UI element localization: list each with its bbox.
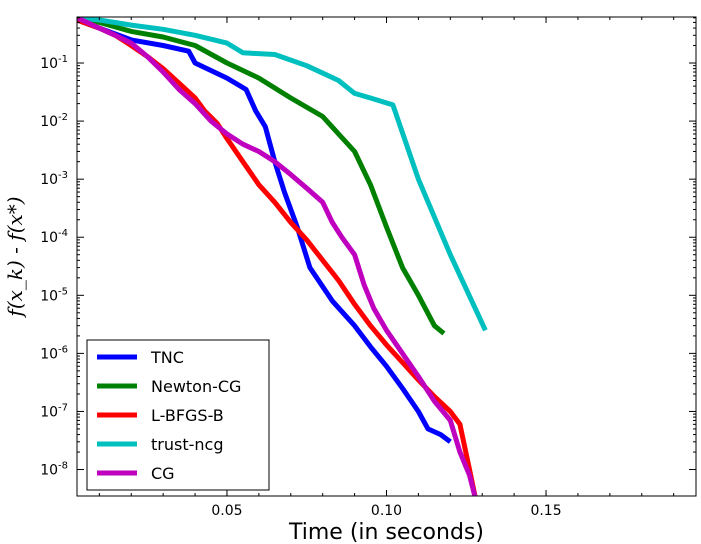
series-line-newton-cg	[77, 17, 446, 336]
y-tick-label: 10-7	[40, 402, 68, 420]
x-tick-label: 0.05	[211, 503, 242, 519]
x-tick-label: 0.15	[530, 503, 561, 519]
x-axis-label: Time (in seconds)	[288, 520, 484, 544]
y-tick-labels: 10-8 10-7 10-6 10-5 10-4 10-3 10-2 10-1	[40, 54, 68, 479]
legend-label: TNC	[150, 348, 184, 367]
x-tick-label: 0.10	[371, 503, 402, 519]
y-axis-label: f(x_k) - f(x*)	[3, 196, 27, 318]
y-tick-label: 10-8	[40, 461, 68, 479]
y-tick-label: 10-6	[40, 344, 68, 362]
legend: TNC Newton-CG L-BFGS-B trust-ncg CG	[86, 339, 270, 491]
legend-label: trust-ncg	[151, 435, 223, 454]
y-tick-label: 10-2	[40, 112, 68, 130]
legend-label: CG	[151, 464, 175, 483]
plot-frame	[76, 16, 697, 497]
series-layer	[77, 17, 488, 496]
y-tick-label: 10-5	[40, 286, 68, 304]
series-line-tnc	[77, 17, 452, 444]
x-tick-labels: 0.05 0.10 0.15	[211, 503, 561, 519]
legend-label: L-BFGS-B	[151, 406, 224, 425]
legend-label: Newton-CG	[151, 377, 241, 396]
y-tick-label: 10-3	[40, 170, 68, 188]
series-line-trust-ncg	[77, 17, 488, 332]
y-tick-label: 10-1	[40, 54, 68, 72]
y-tick-label: 10-4	[40, 228, 68, 246]
series-line-cg	[77, 17, 478, 496]
